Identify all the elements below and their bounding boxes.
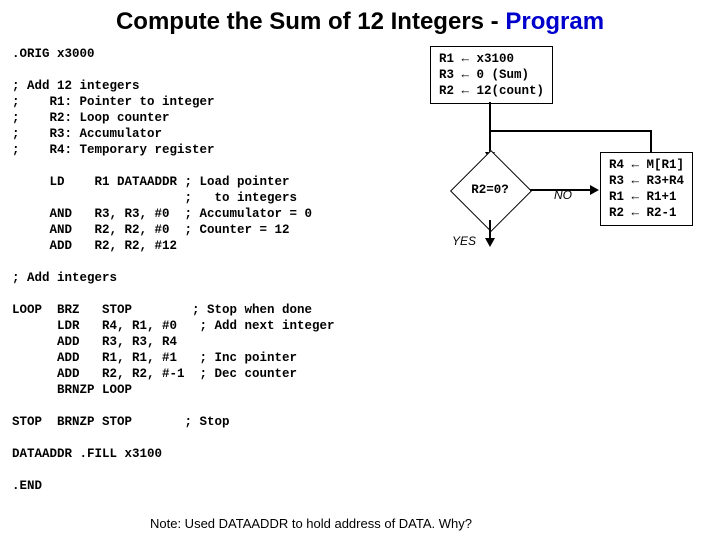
decision-text: R2=0? (450, 160, 530, 220)
arrow-yes (489, 220, 491, 240)
title-black: Compute the Sum of 12 Integers - (116, 8, 505, 35)
arrow-loop-up (650, 130, 652, 152)
arrow-init-to-decision (489, 102, 491, 154)
arrowhead-no (590, 185, 599, 195)
flow-body-box: R4 ← M[R1] R3 ← R3+R4 R1 ← R1+1 R2 ← R2-… (600, 152, 693, 226)
arrowhead-yes (485, 238, 495, 247)
page-title: Compute the Sum of 12 Integers - Program (0, 0, 720, 36)
flow-init-box: R1 ← x3100 R3 ← 0 (Sum) R2 ← 12(count) (430, 46, 553, 104)
arrow-loop-left (490, 130, 652, 132)
footer-note: Note: Used DATAADDR to hold address of D… (150, 516, 472, 531)
label-yes: YES (452, 234, 476, 248)
flow-decision: R2=0? (450, 160, 530, 220)
label-no: NO (554, 188, 572, 202)
code-listing: .ORIG x3000 ; Add 12 integers ; R1: Poin… (12, 46, 335, 494)
title-blue: Program (505, 8, 604, 35)
